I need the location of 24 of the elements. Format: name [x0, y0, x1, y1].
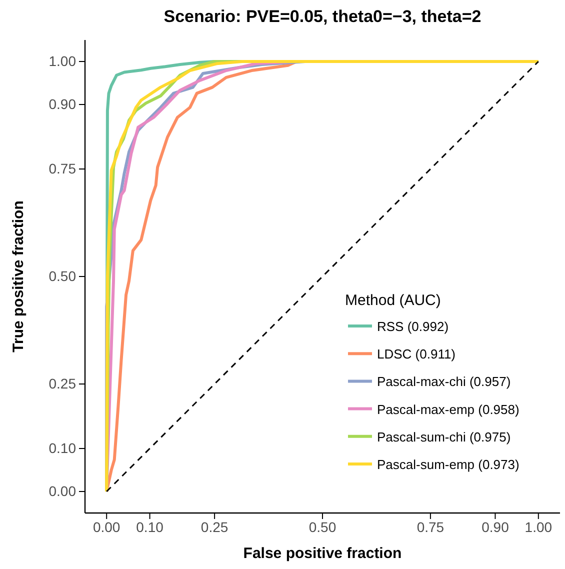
- legend-label: RSS (0.992): [377, 319, 449, 334]
- legend-label: Pascal-sum-emp (0.973): [377, 457, 520, 472]
- y-tick-label: 0.75: [48, 160, 76, 176]
- y-tick-label: 0.25: [48, 375, 76, 392]
- x-axis-title: False positive fraction: [243, 545, 402, 562]
- legend-label: Pascal-max-emp (0.958): [377, 402, 520, 417]
- x-tick-label: 0.75: [416, 518, 444, 535]
- legend-label: Pascal-max-chi (0.957): [377, 374, 511, 390]
- x-tick-label: 0.50: [308, 518, 336, 535]
- legend-label: LDSC (0.911): [377, 346, 456, 362]
- x-tick-label: 0.10: [136, 518, 164, 535]
- chart-title: Scenario: PVE=0.05, theta0=−3, theta=2: [164, 7, 482, 26]
- x-tick-label: 1.00: [524, 518, 552, 535]
- x-tick-label: 0.25: [200, 518, 228, 535]
- y-tick-label: 0.50: [48, 268, 76, 284]
- x-tick-label: 0.90: [482, 518, 510, 535]
- legend-label: Pascal-sum-chi (0.975): [377, 429, 511, 444]
- legend-title: Method (AUC): [345, 292, 441, 309]
- y-tick-label: 0.90: [48, 96, 76, 112]
- y-tick-label: 1.00: [48, 52, 76, 69]
- y-axis-title: True positive fraction: [10, 200, 27, 352]
- x-tick-label: 0.00: [92, 518, 120, 535]
- y-tick-label: 0.10: [48, 440, 76, 456]
- y-tick-label: 0.00: [48, 482, 76, 499]
